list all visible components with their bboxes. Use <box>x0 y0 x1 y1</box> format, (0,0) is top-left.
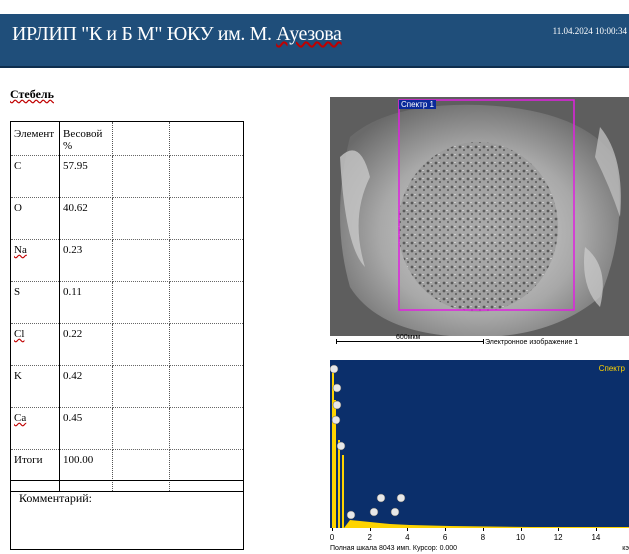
table-row: Ca 0.45 <box>10 407 244 450</box>
eds-spectrum: Спектр <box>330 360 629 528</box>
report-header: ИРЛИП "К и Б М" ЮКУ им. М. Ауезова 11.04… <box>0 14 629 68</box>
spectrum-region-box <box>398 99 575 311</box>
table-header: Весовой % <box>59 121 113 156</box>
x-tick-label: 8 <box>480 533 486 542</box>
weight-percent: 0.42 <box>59 365 113 408</box>
weight-percent: 0.23 <box>59 239 113 282</box>
spectrum-footer: Полная шкала 8043 имп. Курсор: 0.000 <box>330 545 458 552</box>
spectrum-unit: кэ <box>622 545 629 552</box>
element-symbol: Na <box>14 244 27 256</box>
table-header-row: Элемент Весовой % <box>10 121 244 156</box>
table-row: C 57.95 <box>10 155 244 198</box>
element-symbol: Cl <box>14 328 25 340</box>
element-symbol: Ca <box>14 412 27 424</box>
report-title: ИРЛИП "К и Б М" ЮКУ им. М. Ауезова <box>12 23 342 46</box>
sem-micrograph <box>330 97 629 339</box>
sem-image <box>330 97 629 339</box>
x-tick-label: 0 <box>329 533 335 542</box>
table-row: Na 0.23 <box>10 239 244 282</box>
element-symbol: Итоги <box>14 454 43 466</box>
x-tick-label: 14 <box>591 533 601 542</box>
table-row: Итоги 100.00 <box>10 449 244 492</box>
weight-percent: 0.45 <box>59 407 113 450</box>
table-header: Элемент <box>10 121 60 156</box>
spectrum-x-axis: 0 2 4 6 8 10 12 14 Полная шкала 8043 имп. Курсо… <box>330 528 629 554</box>
comment-box: Комментарий: <box>10 480 244 550</box>
scale-label: 600мкм <box>396 334 421 341</box>
scale-bar: 600мкм <box>336 334 484 347</box>
weight-percent: 0.22 <box>59 323 113 366</box>
table-row: Cl 0.22 <box>10 323 244 366</box>
spectrum-title: Спектр <box>598 364 625 373</box>
element-symbol: O <box>14 202 22 214</box>
timestamp: 11.04.2024 10:00:34 <box>552 26 627 36</box>
table-row: S 0.11 <box>10 281 244 324</box>
element-symbol: S <box>14 286 21 298</box>
x-tick-label: 10 <box>516 533 525 542</box>
x-tick-label: 2 <box>367 533 372 542</box>
x-tick-label: 12 <box>553 533 563 542</box>
weight-percent: 0.11 <box>59 281 113 324</box>
sem-caption: Электронное изображение 1 <box>485 339 579 346</box>
x-tick-label: 4 <box>405 533 410 542</box>
sem-footer: 600мкм Электронное изображение 1 <box>330 334 629 350</box>
element-symbol: C <box>14 160 22 172</box>
table-row: K 0.42 <box>10 365 244 408</box>
weight-percent: 40.62 <box>59 197 113 240</box>
spectrum-box-label: Спектр 1 <box>399 100 436 109</box>
element-symbol: K <box>14 370 22 382</box>
weight-percent: 57.95 <box>59 155 113 198</box>
sample-name: Стебель <box>10 87 54 101</box>
title-underlined-text: Ауезова <box>276 23 342 45</box>
spectrum-plot <box>330 364 629 528</box>
weight-percent: 100.00 <box>59 449 113 492</box>
comment-label: Комментарий: <box>19 491 93 505</box>
x-tick-label: 6 <box>442 533 448 542</box>
table-row: O 40.62 <box>10 197 244 240</box>
title-text: ИРЛИП "К и Б М" ЮКУ им. М. <box>12 23 277 45</box>
element-table: Элемент Весовой % C 57.95 O 40.62 Na 0.23 S 0.11 C… <box>10 121 244 492</box>
